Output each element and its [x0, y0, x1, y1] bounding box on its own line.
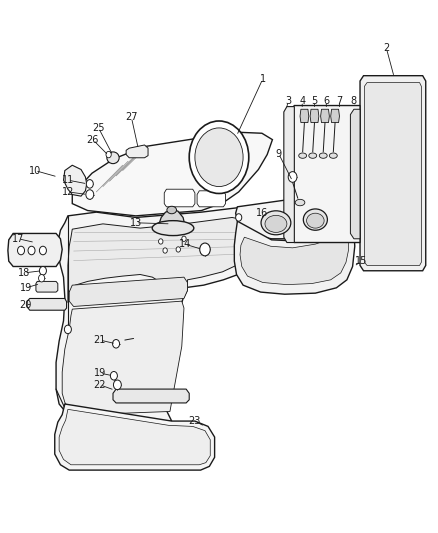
Polygon shape: [300, 109, 309, 123]
Polygon shape: [72, 132, 272, 216]
Ellipse shape: [107, 152, 119, 164]
Text: 20: 20: [19, 300, 32, 310]
Circle shape: [86, 190, 94, 199]
Circle shape: [110, 372, 117, 380]
Polygon shape: [62, 301, 184, 415]
Circle shape: [182, 236, 186, 241]
Ellipse shape: [309, 153, 317, 158]
Circle shape: [113, 380, 121, 390]
Circle shape: [176, 247, 180, 252]
Polygon shape: [310, 109, 319, 123]
Ellipse shape: [299, 153, 307, 158]
Ellipse shape: [329, 153, 337, 158]
Polygon shape: [56, 207, 272, 421]
Ellipse shape: [303, 209, 328, 230]
Text: 2: 2: [383, 43, 389, 53]
Text: 6: 6: [323, 96, 329, 106]
Polygon shape: [68, 217, 258, 303]
Circle shape: [189, 121, 249, 193]
Polygon shape: [197, 191, 226, 207]
Polygon shape: [8, 233, 62, 266]
Text: 9: 9: [276, 149, 282, 158]
Circle shape: [64, 325, 71, 334]
Circle shape: [28, 246, 35, 255]
Text: 11: 11: [62, 175, 74, 185]
Polygon shape: [36, 281, 58, 292]
Circle shape: [195, 128, 243, 187]
Ellipse shape: [152, 221, 194, 236]
Circle shape: [163, 248, 167, 253]
Circle shape: [18, 246, 25, 255]
Polygon shape: [164, 189, 195, 207]
Circle shape: [200, 243, 210, 256]
Circle shape: [106, 151, 111, 158]
Polygon shape: [284, 107, 294, 243]
Text: 5: 5: [311, 96, 318, 106]
Ellipse shape: [265, 215, 287, 232]
Text: 3: 3: [285, 96, 291, 106]
Polygon shape: [234, 221, 355, 294]
Circle shape: [288, 172, 297, 182]
Polygon shape: [240, 229, 349, 285]
Polygon shape: [126, 145, 148, 158]
Text: 19: 19: [20, 283, 32, 293]
Polygon shape: [64, 165, 87, 196]
Ellipse shape: [167, 206, 177, 214]
Circle shape: [39, 274, 45, 282]
Polygon shape: [69, 277, 187, 306]
Text: 4: 4: [299, 96, 305, 106]
Ellipse shape: [261, 211, 291, 235]
Polygon shape: [55, 404, 215, 470]
Polygon shape: [236, 196, 350, 239]
Text: 19: 19: [94, 368, 106, 378]
Text: 13: 13: [130, 218, 142, 228]
Polygon shape: [289, 106, 360, 243]
Text: 17: 17: [12, 234, 25, 244]
Polygon shape: [321, 109, 329, 123]
Circle shape: [39, 266, 46, 275]
Circle shape: [236, 214, 242, 221]
Text: 1: 1: [260, 74, 266, 84]
Text: 22: 22: [94, 380, 106, 390]
Ellipse shape: [319, 153, 327, 158]
Text: 21: 21: [94, 335, 106, 345]
Text: 15: 15: [355, 256, 367, 266]
Polygon shape: [113, 389, 189, 403]
Text: 25: 25: [92, 123, 105, 133]
Polygon shape: [331, 109, 339, 123]
Text: 10: 10: [29, 166, 41, 175]
Text: 26: 26: [87, 135, 99, 144]
Circle shape: [39, 246, 46, 255]
Text: 14: 14: [179, 239, 191, 249]
Text: 18: 18: [18, 268, 30, 278]
Circle shape: [86, 180, 93, 188]
Text: 27: 27: [125, 112, 138, 122]
Polygon shape: [364, 83, 421, 265]
Text: 16: 16: [256, 208, 268, 218]
Text: 23: 23: [189, 416, 201, 426]
Polygon shape: [27, 298, 67, 310]
Circle shape: [159, 239, 163, 244]
Circle shape: [113, 340, 120, 348]
Text: 12: 12: [62, 187, 74, 197]
Polygon shape: [360, 76, 426, 271]
Polygon shape: [350, 109, 360, 239]
Text: 7: 7: [336, 96, 343, 106]
Ellipse shape: [295, 199, 305, 206]
Polygon shape: [158, 210, 187, 228]
Text: 8: 8: [351, 96, 357, 106]
Polygon shape: [59, 409, 210, 465]
Ellipse shape: [307, 213, 324, 228]
